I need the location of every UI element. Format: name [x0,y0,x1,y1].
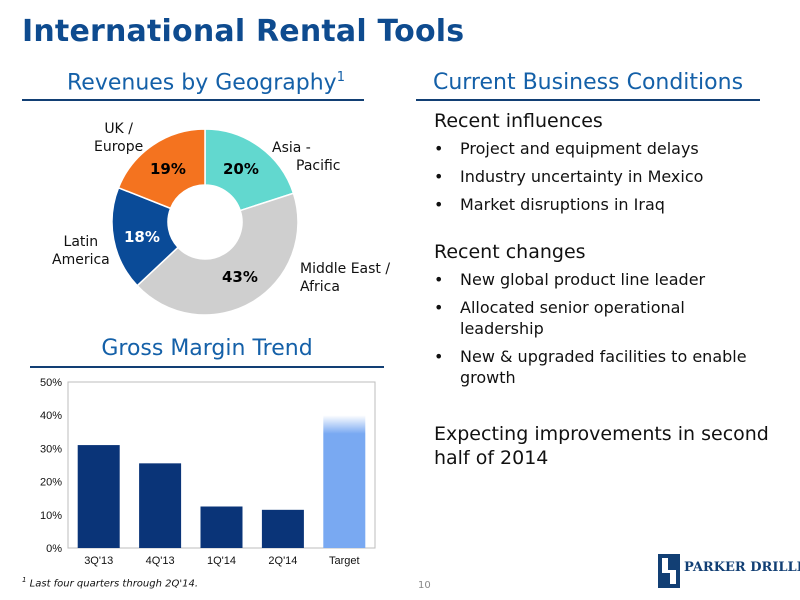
y-tick-label: 0% [46,543,62,555]
x-tick-label: 1Q'14 [207,555,236,567]
footnote-sup: 1 [22,576,27,584]
pct-uk-europe: 19% [150,160,186,178]
bullet-icon: • [434,270,444,289]
pct-middle-east-africa: 43% [222,268,258,286]
change-text: New global product line leader [460,270,706,289]
parker-drilling-logo: PARKER DRILLING [658,552,800,590]
influences-heading: Recent influences [434,110,603,132]
revenues-heading-sup: 1 [336,70,345,85]
x-tick-label: 2Q'14 [268,555,297,567]
slide-title: International Rental Tools [22,14,465,49]
revenues-rule [22,99,364,101]
label-middle-east-africa-line1: Middle East / [300,261,391,277]
changes-list: • New global product line leader • Allocat… [434,269,774,388]
parker-drilling-logo-icon [658,554,680,588]
slice-uk-europe [117,128,206,210]
influence-text: Project and equipment delays [460,139,699,158]
pct-asia-pacific: 20% [223,160,259,178]
revenues-heading: Revenues by Geography1 [38,70,374,95]
changes-heading: Recent changes [434,241,586,263]
expecting-text: Expecting improvements in second half of… [434,423,769,469]
label-middle-east-africa-line2: Africa [300,279,340,295]
bar-1q-14 [200,506,243,548]
change-text: Allocated senior operational leadership [460,298,685,338]
influences-list: • Project and equipment delays • Industry … [434,138,774,215]
bullet-icon: • [434,298,444,317]
label-asia-pacific: Asia - Pacific [272,139,341,175]
conditions-body: Recent influences • Project and equipment… [434,110,774,470]
footnote-text: Last four quarters through 2Q'14. [29,578,199,590]
footnote: 1 Last four quarters through 2Q'14. [22,576,198,589]
gross-margin-heading: Gross Margin Trend [101,336,313,361]
revenues-heading-text: Revenues by Geography [67,70,337,96]
label-latin-america-line1: Latin [63,234,99,250]
label-asia-pacific-line1: Asia - [272,140,311,156]
y-tick-label: 30% [40,443,62,455]
bar-4q-13 [139,463,182,548]
bullet-icon: • [434,167,444,186]
x-tick-label: 3Q'13 [84,555,113,567]
x-tick-label: Target [329,555,360,567]
slice-asia-pacific [204,128,295,212]
y-tick-label: 50% [40,377,62,389]
label-latin-america: Latin America [52,233,110,269]
influence-text: Market disruptions in Iraq [460,195,665,214]
label-uk-europe-line1: UK / [104,121,133,137]
bar-2q-14 [261,509,304,548]
label-uk-europe: UK / Europe [94,120,143,156]
label-asia-pacific-line2: Pacific [296,158,341,174]
y-tick-label: 20% [40,477,62,489]
y-tick-label: 10% [40,510,62,522]
x-tick-label: 4Q'13 [146,555,175,567]
change-text: New & upgraded facilities to enable grow… [460,347,747,387]
conditions-rule [416,99,760,101]
bar-target [323,415,366,548]
slice-middle-east-africa [136,192,299,316]
y-tick-label: 40% [40,410,62,422]
pct-latin-america: 18% [124,228,160,246]
bullet-icon: • [434,139,444,158]
list-item: • Project and equipment delays [434,138,774,159]
label-middle-east-africa: Middle East / Africa [300,260,390,296]
influence-text: Industry uncertainty in Mexico [460,167,704,186]
list-item: • New & upgraded facilities to enable gro… [434,346,774,388]
label-latin-america-line2: America [52,252,110,268]
list-item: • New global product line leader [434,269,774,290]
bullet-icon: • [434,195,444,214]
page-number: 10 [418,580,431,591]
parker-drilling-logo-text: PARKER DRILLING [684,560,800,575]
bullet-icon: • [434,347,444,366]
list-item: • Market disruptions in Iraq [434,194,774,215]
list-item: • Allocated senior operational leadership [434,297,774,339]
bar-3q-13 [77,445,120,548]
conditions-heading: Current Business Conditions [432,70,744,95]
list-item: • Industry uncertainty in Mexico [434,166,774,187]
slice-latin-america [111,186,180,287]
gross-margin-rule [30,366,384,368]
label-uk-europe-line2: Europe [94,139,144,155]
